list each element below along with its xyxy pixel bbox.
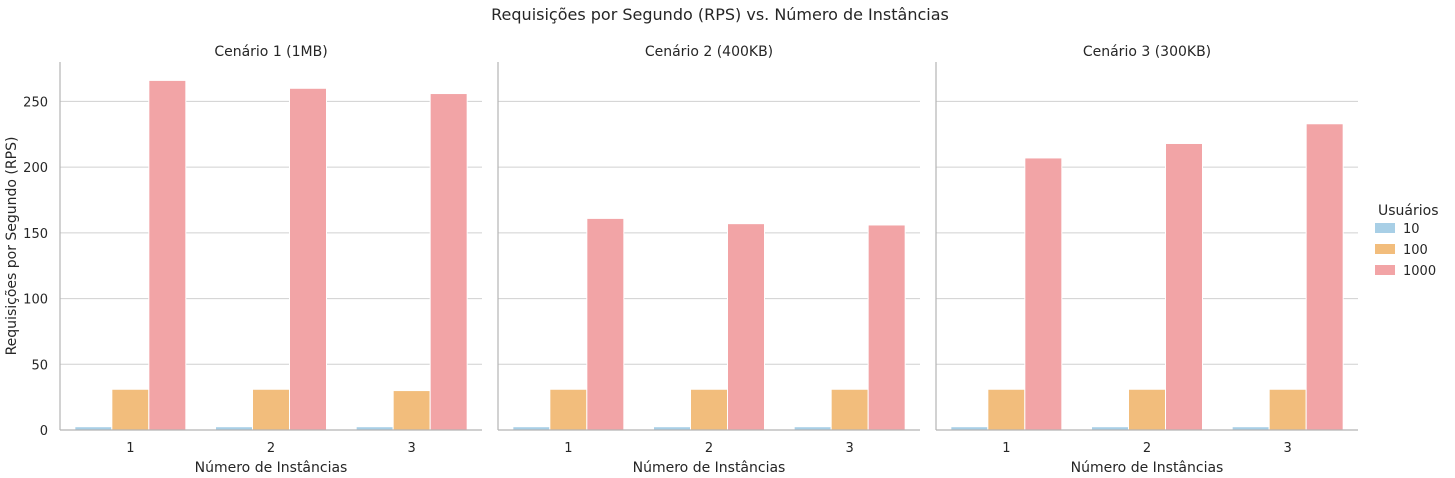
x-tick-label: 1: [1002, 441, 1010, 456]
x-axis-label: Número de Instâncias: [195, 460, 348, 476]
x-tick-label: 1: [126, 441, 134, 456]
bar: [549, 388, 588, 431]
bar: [586, 217, 625, 431]
y-tick-label: 0: [40, 424, 48, 439]
legend-items: 10 100 1000: [1375, 222, 1436, 279]
y-tick-label: 200: [23, 161, 48, 176]
figure-title: Requisições por Segundo (RPS) vs. Número…: [491, 5, 949, 24]
y-tick-label: 250: [23, 95, 48, 110]
bar: [1268, 388, 1307, 431]
panel-3: 1 2 3 Cenário 3 (300KB) Número de Instâncias: [935, 44, 1358, 476]
bar: [289, 87, 327, 431]
y-tick-label: 50: [31, 358, 48, 373]
bar: [987, 388, 1026, 431]
bar: [727, 223, 765, 431]
bar: [690, 388, 728, 431]
legend-swatch: [1375, 265, 1395, 275]
panel-title: Cenário 3 (300KB): [1083, 44, 1211, 60]
x-tick-label: 2: [267, 441, 275, 456]
x-tick-label: 3: [846, 441, 854, 456]
bar: [111, 388, 150, 431]
x-tick-label: 2: [1143, 441, 1151, 456]
legend-swatch: [1375, 244, 1395, 254]
bar: [392, 390, 431, 431]
panel-title: Cenário 2 (400KB): [645, 44, 773, 60]
panel-1: 0 50 100 150 200 250 1 2 3 Cenário 1 (1MB) Número …: [23, 44, 482, 476]
bar: [252, 388, 290, 431]
legend-label: 1000: [1403, 264, 1436, 279]
bar: [429, 93, 468, 431]
bar: [1165, 142, 1203, 431]
bar: [867, 224, 906, 431]
x-tick-label: 3: [408, 441, 416, 456]
bar: [1305, 123, 1344, 431]
y-axis-label: Requisições por Segundo (RPS): [4, 137, 20, 356]
bar: [1024, 157, 1063, 431]
legend-title: Usuários: [1378, 203, 1439, 219]
x-axis-label: Número de Instâncias: [1071, 460, 1224, 476]
panel-title: Cenário 1 (1MB): [214, 44, 327, 60]
x-tick-label: 2: [705, 441, 713, 456]
legend-label: 100: [1403, 243, 1428, 258]
x-tick-label: 3: [1284, 441, 1292, 456]
bar: [830, 388, 869, 431]
legend-swatch: [1375, 223, 1395, 233]
y-tick-label: 100: [23, 293, 48, 308]
x-axis-label: Número de Instâncias: [633, 460, 786, 476]
y-tick-label: 150: [23, 227, 48, 242]
legend-label: 10: [1403, 222, 1420, 237]
legend: Usuários 10 100 1000: [1375, 203, 1439, 279]
bar: [148, 79, 187, 431]
x-tick-label: 1: [564, 441, 572, 456]
panel-2: 1 2 3 Cenário 2 (400KB) Número de Instâncias: [497, 44, 920, 476]
bar: [1128, 388, 1166, 431]
facet-panels: 0 50 100 150 200 250 1 2 3 Cenário 1 (1MB) Número …: [23, 44, 1358, 476]
